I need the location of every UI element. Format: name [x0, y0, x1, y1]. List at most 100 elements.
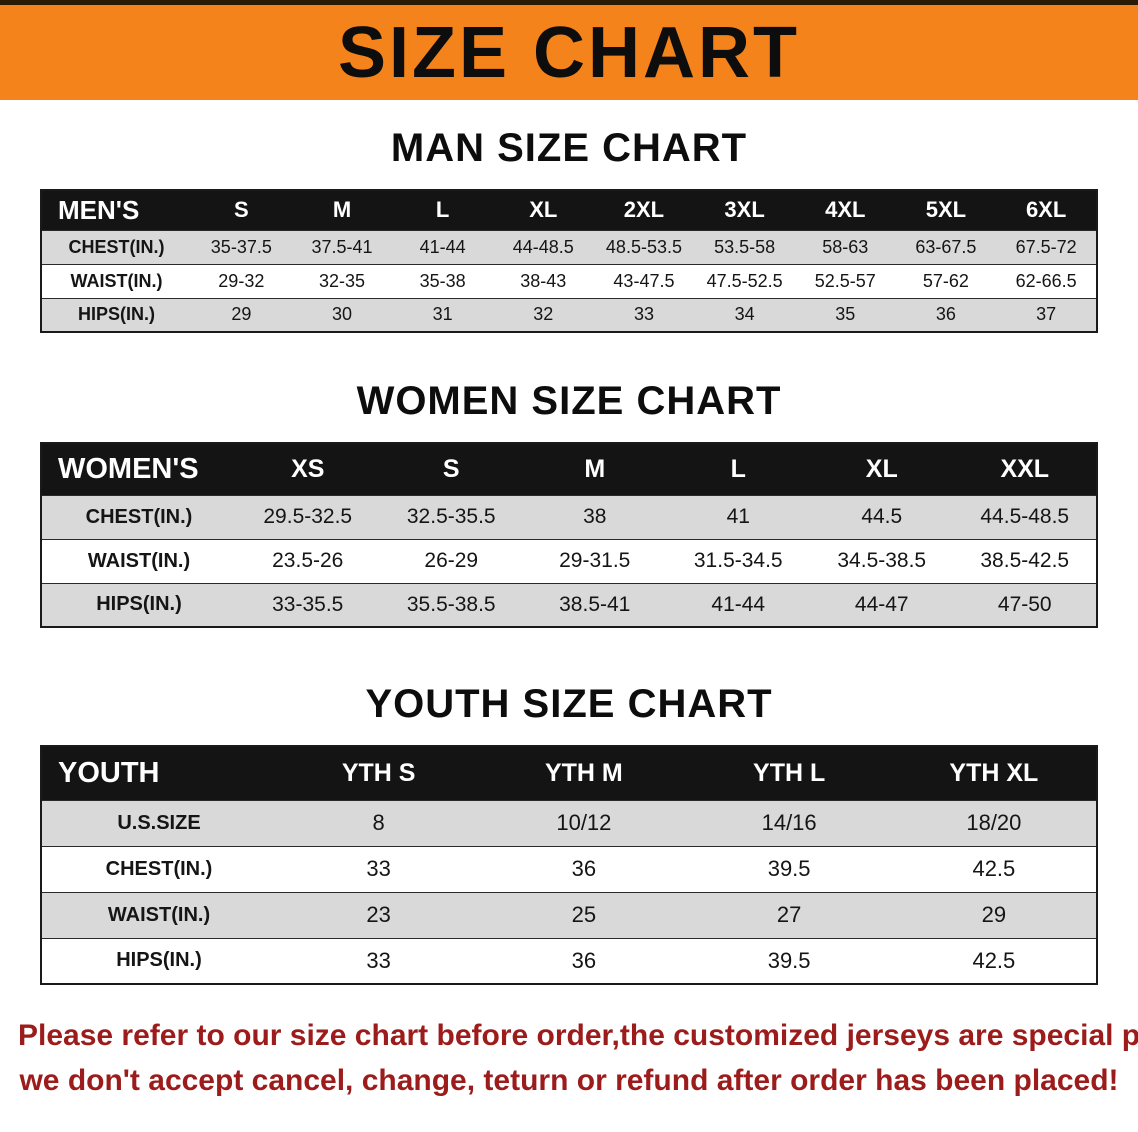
table-row: CHEST(IN.) 35-37.5 37.5-41 41-44 44-48.5 48.5… [41, 229, 1097, 264]
table-row: WAIST(IN.) 23 25 27 29 [41, 891, 1097, 938]
table-cell: 38.5-41 [523, 582, 667, 627]
table-cell: 41 [666, 494, 810, 539]
column-header: YTH XL [949, 758, 1039, 787]
column-header: 4XL [825, 197, 866, 223]
mens-corner-label: MEN'S [58, 194, 140, 225]
banner: SIZE CHART [0, 0, 1138, 100]
table-cell: 42.5 [891, 845, 1097, 892]
table-cell: 43-47.5 [593, 263, 695, 298]
mens-header-row: MEN'S S M L XL 2XL 3XL 4XL 5XL 6XL [41, 190, 1097, 230]
table-row: HIPS(IN.) 33 36 39.5 42.5 [41, 937, 1097, 984]
table-cell: 36 [481, 845, 687, 892]
row-label: U.S.SIZE [41, 799, 276, 846]
table-cell: 34.5-38.5 [810, 538, 954, 583]
table-cell: 41-44 [666, 582, 810, 627]
row-label: WAIST(IN.) [41, 538, 236, 583]
section-heading-youth: YOUTH SIZE CHART [365, 682, 773, 726]
table-cell: 34 [694, 297, 795, 332]
table-cell: 44-47 [810, 582, 954, 627]
table-cell: 58-63 [794, 229, 896, 264]
table-cell: 47.5-52.5 [694, 263, 795, 298]
table-cell: 53.5-58 [694, 229, 795, 264]
table-row: HIPS(IN.) 29 30 31 32 33 34 35 36 37 [41, 297, 1097, 332]
table-cell: 44.5-48.5 [953, 494, 1097, 539]
table-cell: 35 [794, 297, 896, 332]
youth-size-table: YOUTH YTH S YTH M YTH L YTH XL U.S.SIZE 8 10/12… [40, 745, 1098, 985]
youth-header-row: YOUTH YTH S YTH M YTH L YTH XL [41, 746, 1097, 800]
row-label: CHEST(IN.) [41, 229, 191, 264]
table-cell: 29 [891, 891, 1097, 938]
row-label: CHEST(IN.) [41, 494, 236, 539]
row-label: HIPS(IN.) [41, 582, 236, 627]
womens-header-row: WOMEN'S XS S M L XL XXL [41, 443, 1097, 495]
table-cell: 42.5 [891, 937, 1097, 984]
column-header: M [584, 454, 606, 483]
womens-size-table: WOMEN'S XS S M L XL XXL CHEST(IN.) 29.5-32.5 32.5… [40, 442, 1098, 628]
table-cell: 27 [686, 891, 892, 938]
table-cell: 33 [593, 297, 695, 332]
table-cell: 35-38 [392, 263, 493, 298]
table-cell: 39.5 [686, 937, 892, 984]
section-heading-mens: MAN SIZE CHART [390, 126, 748, 170]
table-cell: 29-31.5 [523, 538, 667, 583]
table-row: U.S.SIZE 8 10/12 14/16 18/20 [41, 799, 1097, 846]
mens-size-table: MEN'S S M L XL 2XL 3XL 4XL 5XL 6XL CHEST(IN.) 35-37… [40, 189, 1098, 333]
table-cell: 37 [996, 297, 1097, 332]
row-label: HIPS(IN.) [41, 297, 191, 332]
column-header: L [730, 454, 746, 483]
column-header: XS [291, 454, 325, 483]
table-cell: 38-43 [492, 263, 594, 298]
table-cell: 36 [481, 937, 687, 984]
row-label: CHEST(IN.) [41, 845, 276, 892]
column-header: XL [529, 197, 558, 223]
table-cell: 25 [481, 891, 687, 938]
table-cell: 67.5-72 [996, 229, 1097, 264]
table-cell: 39.5 [686, 845, 892, 892]
table-cell: 37.5-41 [291, 229, 393, 264]
column-header: L [435, 197, 450, 223]
table-cell: 38.5-42.5 [953, 538, 1097, 583]
table-cell: 18/20 [891, 799, 1097, 846]
column-header: XXL [1000, 454, 1050, 483]
table-cell: 52.5-57 [794, 263, 896, 298]
sections-container: MAN SIZE CHART MEN'S S M L XL 2XL 3XL 4XL 5XL 6XL C… [0, 126, 1138, 985]
column-header: 6XL [1025, 197, 1067, 223]
table-cell: 10/12 [481, 799, 687, 846]
table-row: CHEST(IN.) 29.5-32.5 32.5-35.5 38 41 44.5 44.5… [41, 494, 1097, 539]
column-header: 5XL [925, 197, 967, 223]
table-cell: 32 [492, 297, 594, 332]
table-row: WAIST(IN.) 23.5-26 26-29 29-31.5 31.5-34.5 34… [41, 538, 1097, 583]
table-cell: 26-29 [379, 538, 523, 583]
table-cell: 32-35 [291, 263, 393, 298]
table-cell: 62-66.5 [996, 263, 1097, 298]
table-cell: 33 [276, 845, 482, 892]
column-header: YTH S [341, 758, 416, 787]
page-title: SIZE CHART [338, 12, 800, 93]
footer-note: Please refer to our size chart before or… [18, 1013, 1138, 1103]
column-header: S [442, 454, 460, 483]
table-cell: 48.5-53.5 [593, 229, 695, 264]
table-cell: 38 [523, 494, 667, 539]
table-cell: 57-62 [895, 263, 997, 298]
row-label: WAIST(IN.) [41, 263, 191, 298]
section-mens: MAN SIZE CHART MEN'S S M L XL 2XL 3XL 4XL 5XL 6XL C… [0, 126, 1138, 333]
table-row: HIPS(IN.) 33-35.5 35.5-38.5 38.5-41 41-44 44-… [41, 582, 1097, 627]
table-cell: 44.5 [810, 494, 954, 539]
table-cell: 8 [276, 799, 482, 846]
column-header: 2XL [623, 197, 665, 223]
youth-corner-label: YOUTH [58, 756, 160, 789]
table-cell: 33-35.5 [236, 582, 380, 627]
row-label: HIPS(IN.) [41, 937, 276, 984]
table-cell: 29-32 [191, 263, 292, 298]
size-chart-page: SIZE CHART MAN SIZE CHART MEN'S S M L XL 2XL 3X… [0, 0, 1138, 1103]
table-cell: 32.5-35.5 [379, 494, 523, 539]
column-header: 3XL [724, 197, 765, 223]
table-cell: 31.5-34.5 [666, 538, 810, 583]
section-womens: WOMEN SIZE CHART WOMEN'S XS S M L XL XXL CHEST(I… [0, 379, 1138, 628]
womens-corner-label: WOMEN'S [58, 452, 199, 485]
table-row: CHEST(IN.) 33 36 39.5 42.5 [41, 845, 1097, 892]
row-label: WAIST(IN.) [41, 891, 276, 938]
footer-note-line-2: we don't accept cancel, change, teturn o… [19, 1064, 1119, 1097]
table-cell: 63-67.5 [895, 229, 997, 264]
table-cell: 29 [191, 297, 292, 332]
